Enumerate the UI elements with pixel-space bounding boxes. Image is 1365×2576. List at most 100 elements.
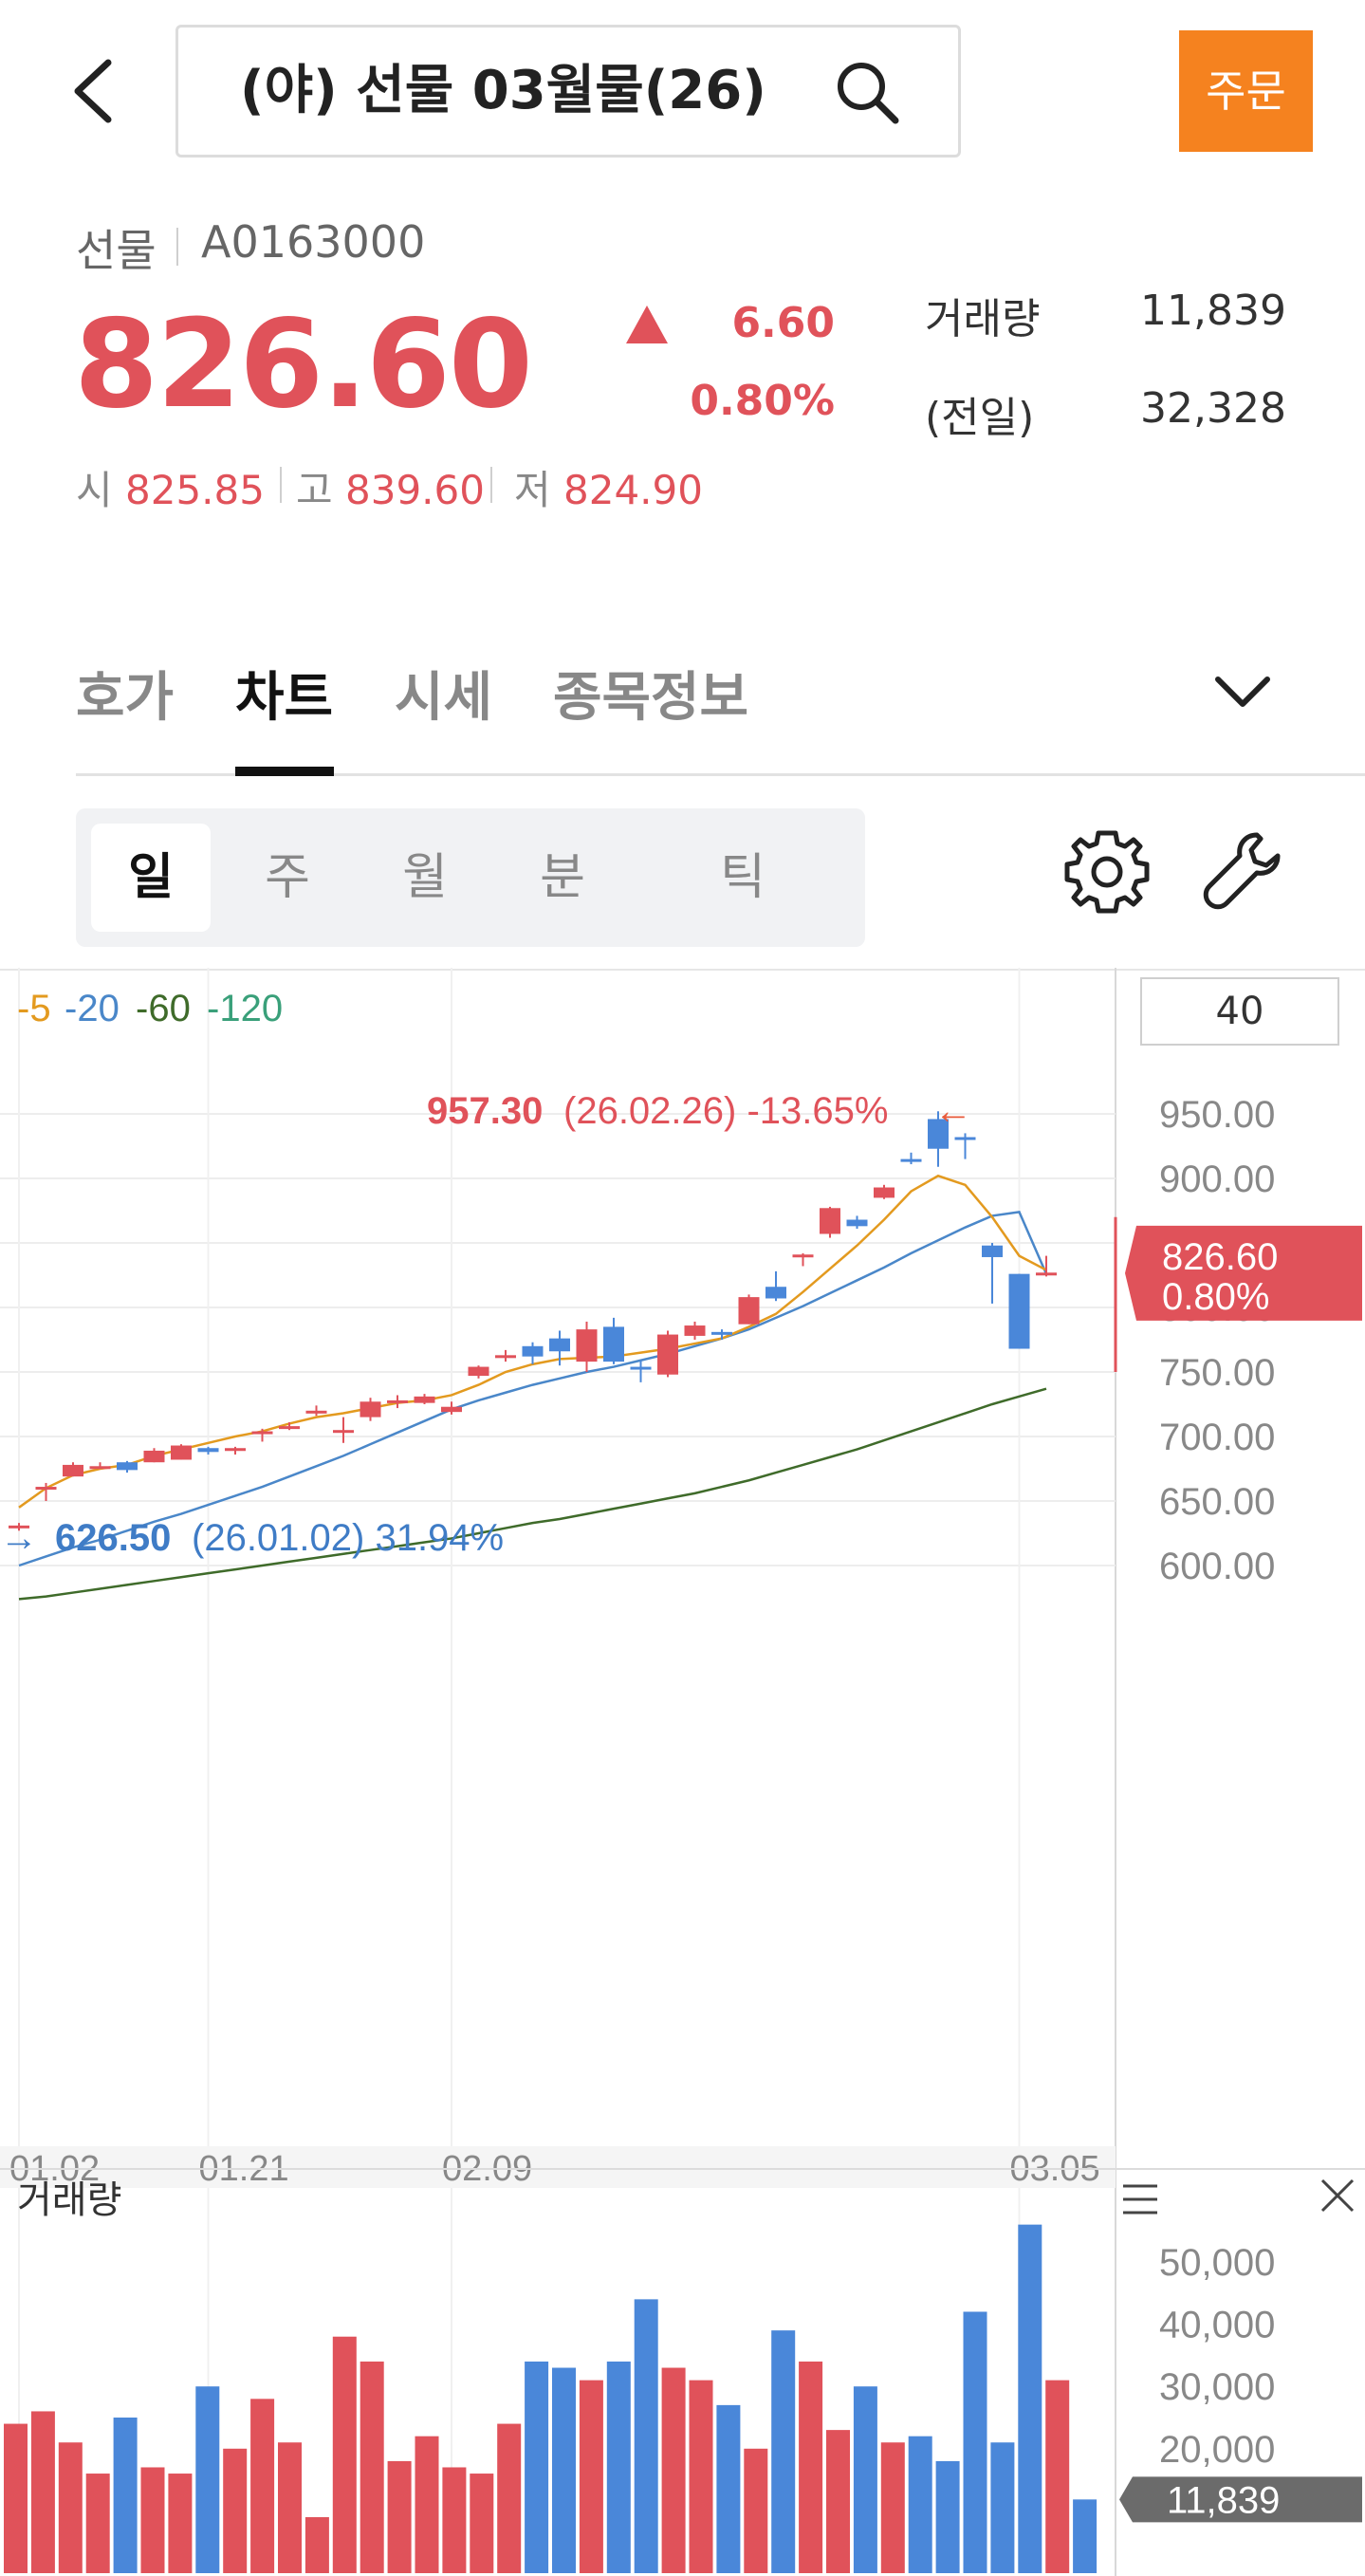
volume-bar — [634, 2299, 658, 2573]
legend-ma-5: -5 — [17, 988, 51, 1029]
volume-bar — [689, 2380, 713, 2573]
volume-bar — [85, 2474, 110, 2573]
volume-label: 거래량 — [925, 295, 1041, 343]
candle-body — [89, 1466, 111, 1470]
min-arrow-icon: → — [0, 1517, 38, 1559]
candle-body — [792, 1254, 814, 1258]
price-change: 6.60 — [731, 299, 835, 347]
volume-bar — [470, 2474, 494, 2573]
x-axis-band — [0, 2146, 1116, 2188]
tab-chart[interactable]: 차트 — [235, 667, 334, 729]
instrument-code: A0163000 — [201, 216, 426, 268]
open-value: 825.85 — [125, 467, 265, 513]
candle-body — [279, 1426, 300, 1430]
prev-volume-value: 32,328 — [1140, 384, 1286, 433]
candle-body — [35, 1487, 57, 1491]
candle-body — [874, 1187, 895, 1198]
zoom-level-box[interactable]: 40 — [1140, 977, 1339, 1046]
price-chart[interactable]: 950.00900.00850.00800.00750.00700.00650.… — [0, 968, 1365, 2576]
search-bar[interactable]: (야) 선물 03월물(26) — [175, 25, 961, 158]
volume-tick-label: 30,000 — [1159, 2366, 1275, 2408]
tab-quotes[interactable]: 시세 — [395, 667, 493, 729]
volume-bar — [387, 2460, 412, 2573]
candle-body — [900, 1158, 922, 1162]
candle-body — [360, 1401, 381, 1418]
candle-body — [441, 1406, 462, 1413]
current-price-tag-value: 826.60 — [1162, 1236, 1278, 1278]
period-day[interactable]: 일 — [91, 824, 211, 932]
volume-bar — [304, 2516, 329, 2573]
volume-bar — [360, 2361, 384, 2573]
candle-body — [495, 1355, 516, 1359]
candle-body — [738, 1297, 760, 1325]
high-value: 839.60 — [345, 467, 485, 513]
volume-bar — [168, 2474, 193, 2573]
current-volume-tag — [1119, 2476, 1362, 2523]
chart-settings-button[interactable] — [1062, 827, 1152, 917]
period-tick[interactable]: 틱 — [720, 849, 766, 906]
candle-body — [684, 1325, 706, 1336]
high-label: 고 — [296, 467, 333, 513]
candle-body — [305, 1410, 327, 1414]
period-week[interactable]: 주 — [265, 849, 310, 906]
market-label: 선물 — [76, 225, 157, 276]
candle-body — [1008, 1273, 1030, 1349]
candle-body — [982, 1245, 1003, 1257]
max-annotation-value: 957.30 — [427, 1090, 543, 1132]
volume-bar — [415, 2436, 439, 2573]
expand-tabs-button[interactable] — [1205, 664, 1281, 721]
close-icon — [1320, 2178, 1355, 2213]
low-label: 저 — [514, 467, 551, 513]
period-minute[interactable]: 분 — [540, 849, 585, 906]
volume-bar — [332, 2336, 357, 2573]
tab-orderbook[interactable]: 호가 — [76, 667, 175, 729]
y-tick-label: 600.00 — [1159, 1546, 1275, 1587]
search-icon[interactable] — [833, 58, 901, 126]
current-volume-tag-value: 11,839 — [1167, 2479, 1280, 2521]
tab-stock-info[interactable]: 종목정보 — [553, 667, 749, 729]
candle-body — [549, 1338, 570, 1352]
candle-body — [468, 1366, 489, 1377]
y-tick-label: 750.00 — [1159, 1352, 1275, 1394]
candle-body — [1036, 1272, 1057, 1276]
period-month[interactable]: 월 — [402, 849, 448, 906]
volume-bar — [826, 2430, 850, 2573]
order-button[interactable]: 주문 — [1179, 30, 1313, 152]
ma60-line — [18, 1387, 1047, 1601]
candle-body — [711, 1331, 732, 1335]
volume-bar — [771, 2330, 796, 2573]
volume-tick-label: 20,000 — [1159, 2429, 1275, 2471]
wrench-icon — [1203, 832, 1281, 910]
legend-ma-120: -120 — [207, 988, 283, 1029]
volume-bar — [880, 2442, 905, 2573]
volume-bar — [935, 2460, 960, 2573]
volume-bar — [1045, 2380, 1070, 2573]
volume-bar — [963, 2311, 987, 2573]
instrument-title: (야) 선물 03월물(26) — [240, 60, 766, 121]
volume-bar — [853, 2386, 877, 2573]
candle-body — [820, 1208, 840, 1234]
candle-body — [143, 1450, 165, 1463]
candle-body — [657, 1334, 678, 1375]
candle-body — [630, 1366, 652, 1370]
price-change-percent: 0.80% — [690, 377, 835, 425]
chart-tools-button[interactable] — [1200, 827, 1289, 917]
volume-bar — [58, 2442, 83, 2573]
prev-volume-label: (전일) — [925, 394, 1035, 442]
volume-value: 11,839 — [1140, 287, 1286, 335]
volume-tick-label: 40,000 — [1159, 2305, 1275, 2346]
candle-body — [766, 1287, 786, 1299]
volume-bar — [552, 2367, 576, 2573]
low-value: 824.90 — [563, 467, 703, 513]
divider — [176, 228, 178, 266]
volume-bar — [250, 2399, 275, 2573]
divider — [280, 467, 282, 503]
chevron-down-icon — [1215, 676, 1270, 707]
volume-bar — [278, 2442, 302, 2573]
y-tick-label: 650.00 — [1159, 1481, 1275, 1523]
candle-body — [522, 1345, 544, 1357]
current-price-tag — [1125, 1225, 1362, 1321]
back-button[interactable] — [57, 47, 133, 133]
volume-bar — [744, 2448, 768, 2573]
high-price: 고 839.60 — [296, 458, 485, 516]
